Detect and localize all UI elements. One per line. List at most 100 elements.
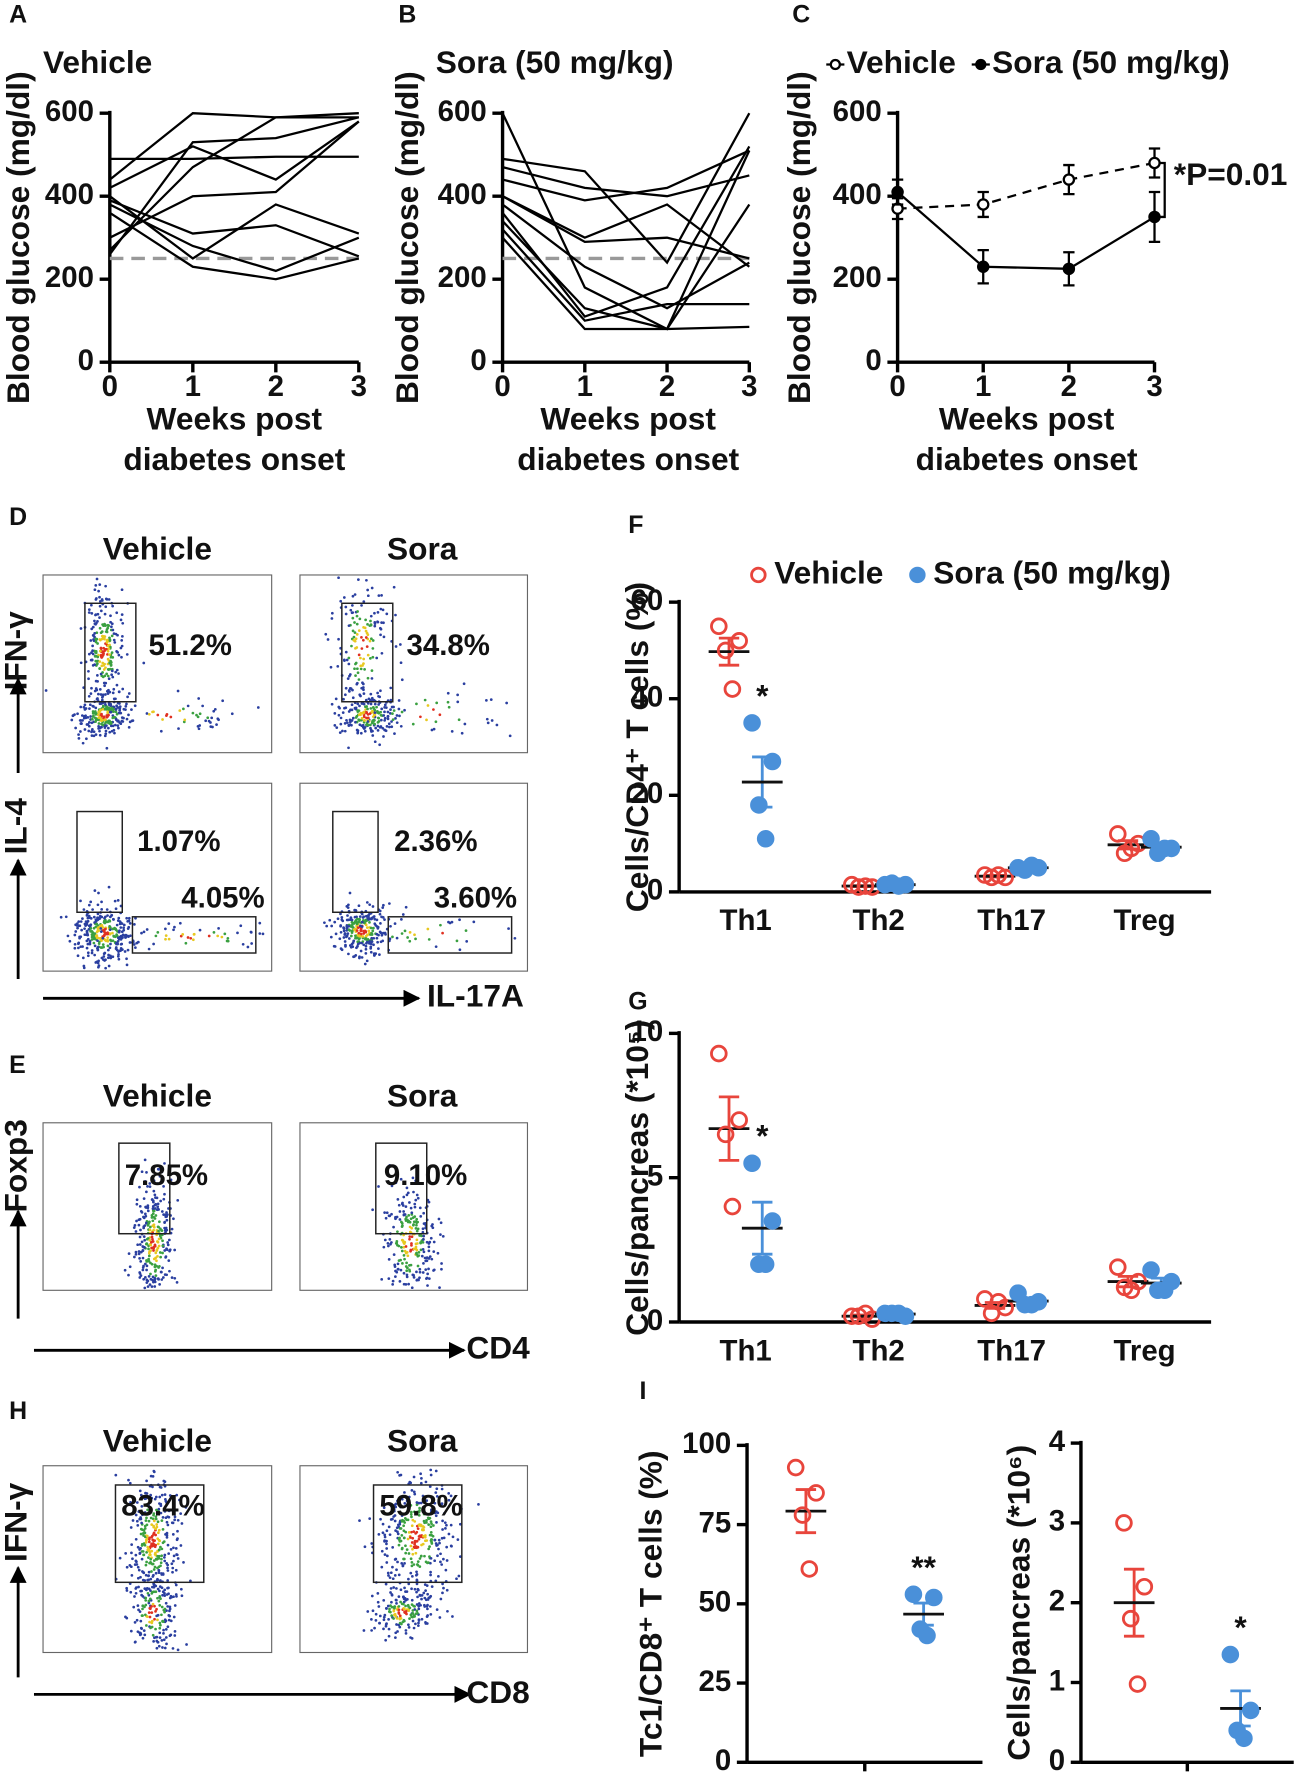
series-line [501, 203, 751, 331]
event-dot [93, 716, 97, 720]
event-dot [358, 704, 361, 708]
event-dot [342, 697, 345, 701]
event-dot [92, 926, 96, 930]
event-dot [405, 1215, 408, 1219]
flow-x-label: CD8 [466, 1674, 529, 1710]
event-dot [427, 1200, 431, 1204]
event-dot [383, 918, 386, 921]
event-dot [114, 935, 117, 939]
event-dot [103, 734, 107, 738]
panel-letter: B [398, 0, 416, 28]
flow-frame [299, 782, 529, 972]
event-dot [97, 929, 101, 932]
event-dot [415, 1570, 418, 1574]
event-dot [426, 1561, 429, 1565]
event-dot [404, 1205, 408, 1209]
event-dot [428, 1545, 431, 1549]
event-dot [128, 1265, 132, 1269]
event-dot [442, 1536, 446, 1540]
event-dot [81, 956, 85, 960]
event-dot [415, 1252, 419, 1256]
event-dot [365, 578, 368, 582]
event-dot [139, 1532, 143, 1536]
event-dot [495, 723, 499, 727]
legend-marker [975, 58, 987, 71]
x-tick-label: Th17 [977, 1334, 1046, 1367]
event-dot [403, 1562, 406, 1565]
event-dot [387, 1617, 390, 1621]
event-dot [102, 646, 106, 650]
event-dot [368, 1517, 372, 1520]
event-dot [348, 891, 352, 895]
event-dot [156, 1205, 160, 1209]
event-dot [176, 1648, 180, 1652]
event-dot [93, 588, 97, 592]
event-dot [413, 1492, 417, 1496]
x-axis-label: Weeks post [147, 400, 323, 436]
event-dot [394, 1217, 397, 1221]
event-dot [400, 1249, 404, 1253]
event-dot [422, 1234, 426, 1238]
point [730, 632, 748, 650]
event-dot [112, 728, 116, 732]
y-tick-label: 50 [698, 1586, 731, 1619]
event-dot [204, 719, 208, 723]
event-dot [155, 1523, 159, 1526]
event-dot [359, 929, 363, 933]
event-dot [429, 1236, 433, 1240]
event-dot [458, 1522, 462, 1526]
event-dot [375, 705, 378, 709]
event-dot [375, 918, 379, 922]
event-dot [137, 1568, 141, 1572]
event-dot [107, 707, 111, 711]
event-dot [432, 708, 435, 711]
event-dot [416, 1264, 420, 1268]
event-dot [365, 919, 368, 923]
event-dot [163, 1591, 166, 1595]
panel-letter: F [628, 511, 643, 539]
event-dot [145, 1171, 148, 1174]
event-dot [125, 1589, 129, 1592]
event-dot [115, 611, 119, 615]
point [1022, 856, 1041, 875]
event-dot [97, 722, 101, 725]
y-tick-label: 10 [631, 1015, 664, 1048]
event-dot [387, 1244, 390, 1248]
gate-percentage: 34.8% [407, 629, 490, 662]
event-dot [129, 1526, 133, 1529]
event-dot [412, 1530, 416, 1533]
event-dot [153, 1604, 156, 1608]
y-tick-label: 0 [865, 344, 881, 377]
event-dot [428, 1485, 432, 1488]
event-dot [166, 1579, 170, 1582]
event-dot [346, 932, 350, 936]
event-dot [405, 1193, 409, 1197]
event-dot [144, 1599, 148, 1602]
event-dot [146, 1237, 150, 1240]
event-dot [166, 1543, 170, 1547]
event-dot [92, 634, 95, 637]
event-dot [342, 658, 346, 662]
event-dot [154, 1557, 158, 1561]
event-dot [145, 1534, 149, 1538]
event-dot [439, 1552, 442, 1556]
event-dot [250, 942, 253, 945]
event-dot [142, 1264, 145, 1268]
event-dot [377, 594, 381, 597]
event-dot [420, 1254, 424, 1258]
event-dot [167, 1618, 171, 1622]
event-dot [402, 1245, 406, 1249]
event-dot [79, 661, 83, 665]
event-dot [362, 662, 365, 665]
event-dot [381, 726, 385, 730]
event-dot [392, 705, 395, 709]
event-dot [116, 955, 120, 958]
y-axis-label: Cells/pancreas (*10⁵) [619, 1020, 655, 1336]
event-dot [145, 1624, 148, 1627]
event-dot [92, 941, 96, 945]
event-dot [343, 932, 347, 935]
event-dot [398, 1501, 401, 1505]
event-dot [406, 1598, 409, 1601]
event-dot [115, 933, 118, 936]
event-dot [387, 1574, 390, 1577]
